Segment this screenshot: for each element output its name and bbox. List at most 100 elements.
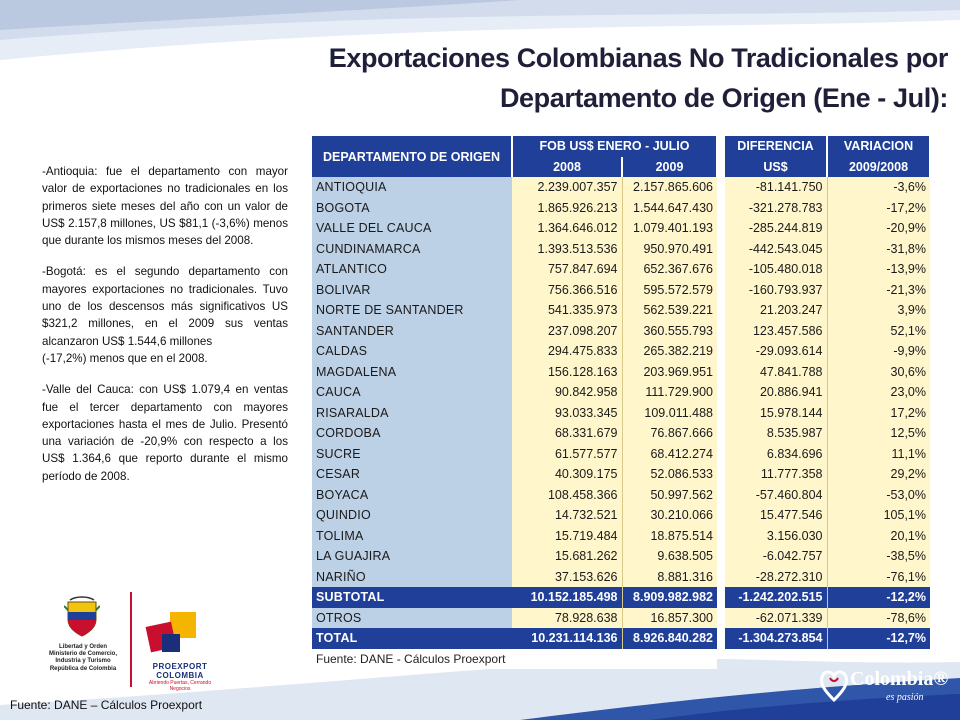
cell-departamento: CAUCA bbox=[312, 382, 512, 403]
cell-variacion: 105,1% bbox=[826, 505, 930, 526]
cell-departamento: SUBTOTAL bbox=[312, 587, 512, 608]
note-bogota-text: -Bogotá: es el segundo departamento con … bbox=[42, 265, 288, 348]
cell-2008: 156.128.163 bbox=[512, 361, 622, 382]
cell-diferencia: 6.834.696 bbox=[725, 443, 827, 464]
cell-2009: 562.539.221 bbox=[621, 300, 717, 321]
ministry-line-3: Industria y Turismo bbox=[55, 658, 111, 665]
cell-gap bbox=[717, 300, 725, 321]
cell-diferencia: 47.841.788 bbox=[725, 361, 827, 382]
header-variacion: VARIACION bbox=[827, 136, 931, 157]
cell-2009: 109.011.488 bbox=[621, 402, 717, 423]
cell-2008: 10.231.114.136 bbox=[512, 628, 622, 649]
otros-row: OTROS 78.928.638 16.857.300 -62.071.339 -78,… bbox=[312, 607, 930, 628]
table-row: RISARALDA 93.033.345 109.011.488 15.978.144… bbox=[312, 402, 930, 423]
table-row: LA GUAJIRA 15.681.262 9.638.505 -6.042.757-… bbox=[312, 546, 930, 567]
colombia-brand-logo: Colombia® es pasión bbox=[820, 662, 950, 712]
cell-diferencia: -29.093.614 bbox=[725, 341, 827, 362]
cell-diferencia: 20.886.941 bbox=[725, 382, 827, 403]
cell-variacion: -13,9% bbox=[826, 259, 930, 280]
logo-divider bbox=[130, 592, 132, 687]
title-line-2: Departamento de Origen (Ene - Jul): bbox=[499, 83, 948, 113]
cell-departamento: BOGOTA bbox=[312, 197, 512, 218]
cell-gap bbox=[717, 607, 725, 628]
cell-2008: 2.239.007.357 bbox=[512, 177, 622, 198]
cell-2009: 8.881.316 bbox=[621, 566, 717, 587]
cell-gap bbox=[717, 587, 725, 608]
table-row: SANTANDER 237.098.207 360.555.793 123.457.5… bbox=[312, 320, 930, 341]
cell-departamento: CORDOBA bbox=[312, 423, 512, 444]
cell-departamento: TOTAL bbox=[312, 628, 512, 649]
cell-2008: 15.681.262 bbox=[512, 546, 622, 567]
table-row: BOLIVAR 756.366.516 595.572.579 -160.793.93… bbox=[312, 279, 930, 300]
table-row: BOGOTA 1.865.926.213 1.544.647.430 -321.278… bbox=[312, 197, 930, 218]
table-row: QUINDIO 14.732.521 30.210.066 15.477.546 105… bbox=[312, 505, 930, 526]
note-bogota: -Bogotá: es el segundo departamento con … bbox=[42, 263, 288, 367]
colombia-wordmark: Colombia® bbox=[850, 668, 949, 690]
cell-departamento: CESAR bbox=[312, 464, 512, 485]
cell-2009: 1.079.401.193 bbox=[621, 218, 717, 239]
cell-2008: 15.719.484 bbox=[512, 525, 622, 546]
cell-departamento: ATLANTICO bbox=[312, 259, 512, 280]
cell-diferencia: -1.304.273.854 bbox=[725, 628, 827, 649]
cell-gap bbox=[717, 279, 725, 300]
cell-diferencia: -442.543.045 bbox=[725, 238, 827, 259]
cell-variacion: 12,5% bbox=[826, 423, 930, 444]
proexport-line-2: COLOMBIA bbox=[156, 671, 204, 680]
cell-gap bbox=[717, 423, 725, 444]
cell-gap bbox=[717, 443, 725, 464]
cell-gap bbox=[717, 628, 725, 649]
cell-diferencia: 11.777.358 bbox=[725, 464, 827, 485]
proexport-tagline: Abriendo Puertas, Cerrando Negocios bbox=[148, 680, 212, 692]
header-diferencia-unit: US$ bbox=[725, 156, 828, 177]
cell-variacion: 20,1% bbox=[826, 525, 930, 546]
table-row: CUNDINAMARCA 1.393.513.536 950.970.491 -442… bbox=[312, 238, 930, 259]
table-body: ANTIOQUIA 2.239.007.357 2.157.865.606 -81.1… bbox=[312, 177, 930, 669]
cell-diferencia: -6.042.757 bbox=[725, 546, 827, 567]
footer-source: Fuente: DANE – Cálculos Proexport bbox=[10, 698, 203, 712]
cell-2008: 68.331.679 bbox=[512, 423, 622, 444]
cell-diferencia: -81.141.750 bbox=[725, 177, 827, 198]
cell-variacion: -38,5% bbox=[826, 546, 930, 567]
cell-2008: 757.847.694 bbox=[512, 259, 622, 280]
cell-2008: 40.309.175 bbox=[512, 464, 622, 485]
note-bogota-text-2: (-17,2%) menos que en el 2008. bbox=[42, 351, 208, 365]
note-valle: -Valle del Cauca: con US$ 1.079,4 en ven… bbox=[42, 381, 288, 485]
cell-gap bbox=[717, 402, 725, 423]
cell-2009: 652.367.676 bbox=[621, 259, 717, 280]
cell-variacion: 29,2% bbox=[826, 464, 930, 485]
exports-table: DEPARTAMENTO DE ORIGEN FOB US$ ENERO - J… bbox=[312, 136, 931, 669]
note-antioquia-text: -Antioquia: fue el departamento con mayo… bbox=[42, 165, 288, 248]
coat-of-arms-icon bbox=[64, 596, 100, 637]
cell-gap bbox=[717, 566, 725, 587]
cell-departamento: SUCRE bbox=[312, 443, 512, 464]
cell-variacion: -20,9% bbox=[826, 218, 930, 239]
cell-gap bbox=[717, 341, 725, 362]
cell-variacion: -21,3% bbox=[826, 279, 930, 300]
cell-2009: 8.909.982.982 bbox=[621, 587, 717, 608]
cell-departamento: ANTIOQUIA bbox=[312, 177, 512, 198]
note-antioquia: -Antioquia: fue el departamento con mayo… bbox=[42, 163, 288, 249]
cell-variacion: -12,2% bbox=[826, 587, 930, 608]
cell-2008: 90.842.958 bbox=[512, 382, 622, 403]
slide-title: Exportaciones Colombianas No Tradicional… bbox=[228, 38, 949, 118]
cell-variacion: 52,1% bbox=[826, 320, 930, 341]
cell-departamento: NORTE DE SANTANDER bbox=[312, 300, 512, 321]
table-row: VALLE DEL CAUCA 1.364.646.012 1.079.401.19… bbox=[312, 218, 930, 239]
cell-gap bbox=[717, 259, 725, 280]
table-row: ATLANTICO 757.847.694 652.367.676 -105.480.… bbox=[312, 259, 930, 280]
cell-2009: 111.729.900 bbox=[621, 382, 717, 403]
table-row: CALDAS 294.475.833 265.382.219 -29.093.614-… bbox=[312, 341, 930, 362]
cell-diferencia: 21.203.247 bbox=[725, 300, 827, 321]
colombia-tagline: es pasión bbox=[886, 692, 924, 703]
cell-2008: 61.577.577 bbox=[512, 443, 622, 464]
cell-departamento: LA GUAJIRA bbox=[312, 546, 512, 567]
cell-variacion: -78,6% bbox=[826, 607, 930, 628]
header-departamento: DEPARTAMENTO DE ORIGEN bbox=[312, 136, 513, 177]
cell-departamento: BOLIVAR bbox=[312, 279, 512, 300]
header-diferencia: DIFERENCIA bbox=[725, 136, 828, 157]
cell-2009: 30.210.066 bbox=[621, 505, 717, 526]
table-row: TOLIMA 15.719.484 18.875.514 3.156.030 20,1% bbox=[312, 525, 930, 546]
cell-2009: 18.875.514 bbox=[621, 525, 717, 546]
table-row: CAUCA 90.842.958 111.729.900 20.886.941 23,0… bbox=[312, 382, 930, 403]
cell-departamento: CUNDINAMARCA bbox=[312, 238, 512, 259]
